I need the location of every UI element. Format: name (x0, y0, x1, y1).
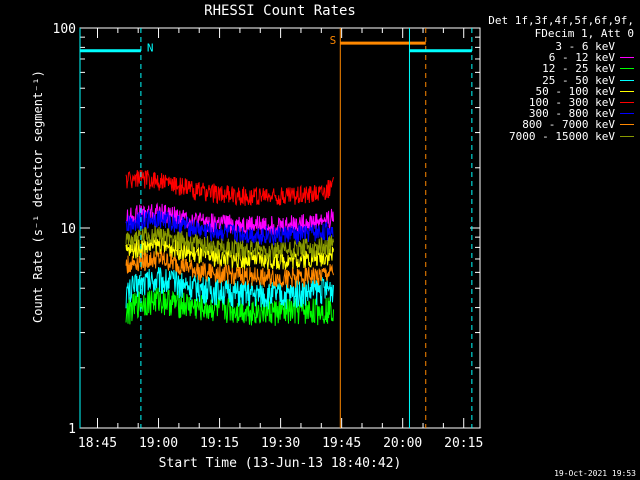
series-line-5 (125, 169, 334, 207)
legend-item-label: 25 - 50 keV (542, 73, 615, 87)
y-tick-label: 10 (60, 222, 76, 237)
x-tick-label: 20:00 (383, 436, 422, 451)
legend-item: 6 - 12 keV (484, 52, 634, 63)
series-line-7 (125, 250, 334, 289)
legend-swatch (620, 135, 634, 137)
timestamp-footer: 19-Oct-2021 19:53 (554, 469, 636, 478)
legend-swatch (620, 124, 634, 126)
legend-header-line-2: FDecim 1, Att 0 (534, 27, 634, 40)
x-tick-label: 18:45 (78, 436, 117, 451)
legend-swatch (620, 90, 634, 92)
legend-item-label: 12 - 25 keV (542, 62, 615, 76)
x-tick-label: 19:30 (261, 436, 300, 451)
legend-item-label: 100 - 300 keV (528, 96, 615, 110)
legend-swatch (620, 57, 634, 59)
legend-item: 50 - 100 keV (484, 86, 634, 97)
y-tick-label: 100 (53, 22, 76, 37)
legend-item-label: 50 - 100 keV (535, 84, 615, 98)
legend-item-label: 3 - 6 keV (555, 40, 615, 54)
legend-item: 7000 - 15000 keV (484, 131, 634, 142)
x-tick-label: 19:00 (139, 436, 178, 451)
legend-header-line-1: Det 1f,3f,4f,5f,6f,9f, (488, 14, 634, 27)
series-line-8 (125, 225, 334, 261)
legend-swatch (620, 46, 634, 48)
legend-item-label: 7000 - 15000 keV (509, 129, 615, 143)
y-axis-label: Count Rate (s⁻¹ detector segment⁻¹) (31, 70, 45, 323)
chart-title: RHESSI Count Rates (204, 3, 356, 19)
legend-item: 100 - 300 keV (484, 97, 634, 108)
legend-item: 25 - 50 keV (484, 75, 634, 86)
annotation-label: N (147, 42, 154, 55)
x-axis-label: Start Time (13-Jun-13 18:40:42) (158, 456, 402, 471)
legend-item: 12 - 25 keV (484, 63, 634, 74)
legend-item-label: 800 - 7000 keV (522, 118, 615, 132)
annotation-label: S (330, 34, 337, 47)
x-tick-label: 19:15 (200, 436, 239, 451)
series-line-3 (125, 267, 334, 310)
legend-swatch (620, 113, 634, 115)
legend: Det 1f,3f,4f,5f,6f,9f, FDecim 1, Att 0 3… (484, 14, 634, 142)
legend-item-label: 300 - 800 keV (528, 107, 615, 121)
legend-item: 300 - 800 keV (484, 108, 634, 119)
x-tick-label: 20:15 (444, 436, 483, 451)
legend-swatch (620, 102, 634, 104)
legend-item: 3 - 6 keV (484, 41, 634, 52)
legend-swatch (620, 79, 634, 81)
series-line-2 (125, 287, 334, 326)
legend-swatch (620, 68, 634, 70)
series-line-6 (125, 209, 334, 246)
legend-item-label: 6 - 12 keV (548, 51, 615, 65)
x-tick-label: 19:45 (322, 436, 361, 451)
legend-item: 800 - 7000 keV (484, 119, 634, 130)
y-tick-label: 1 (68, 422, 76, 437)
